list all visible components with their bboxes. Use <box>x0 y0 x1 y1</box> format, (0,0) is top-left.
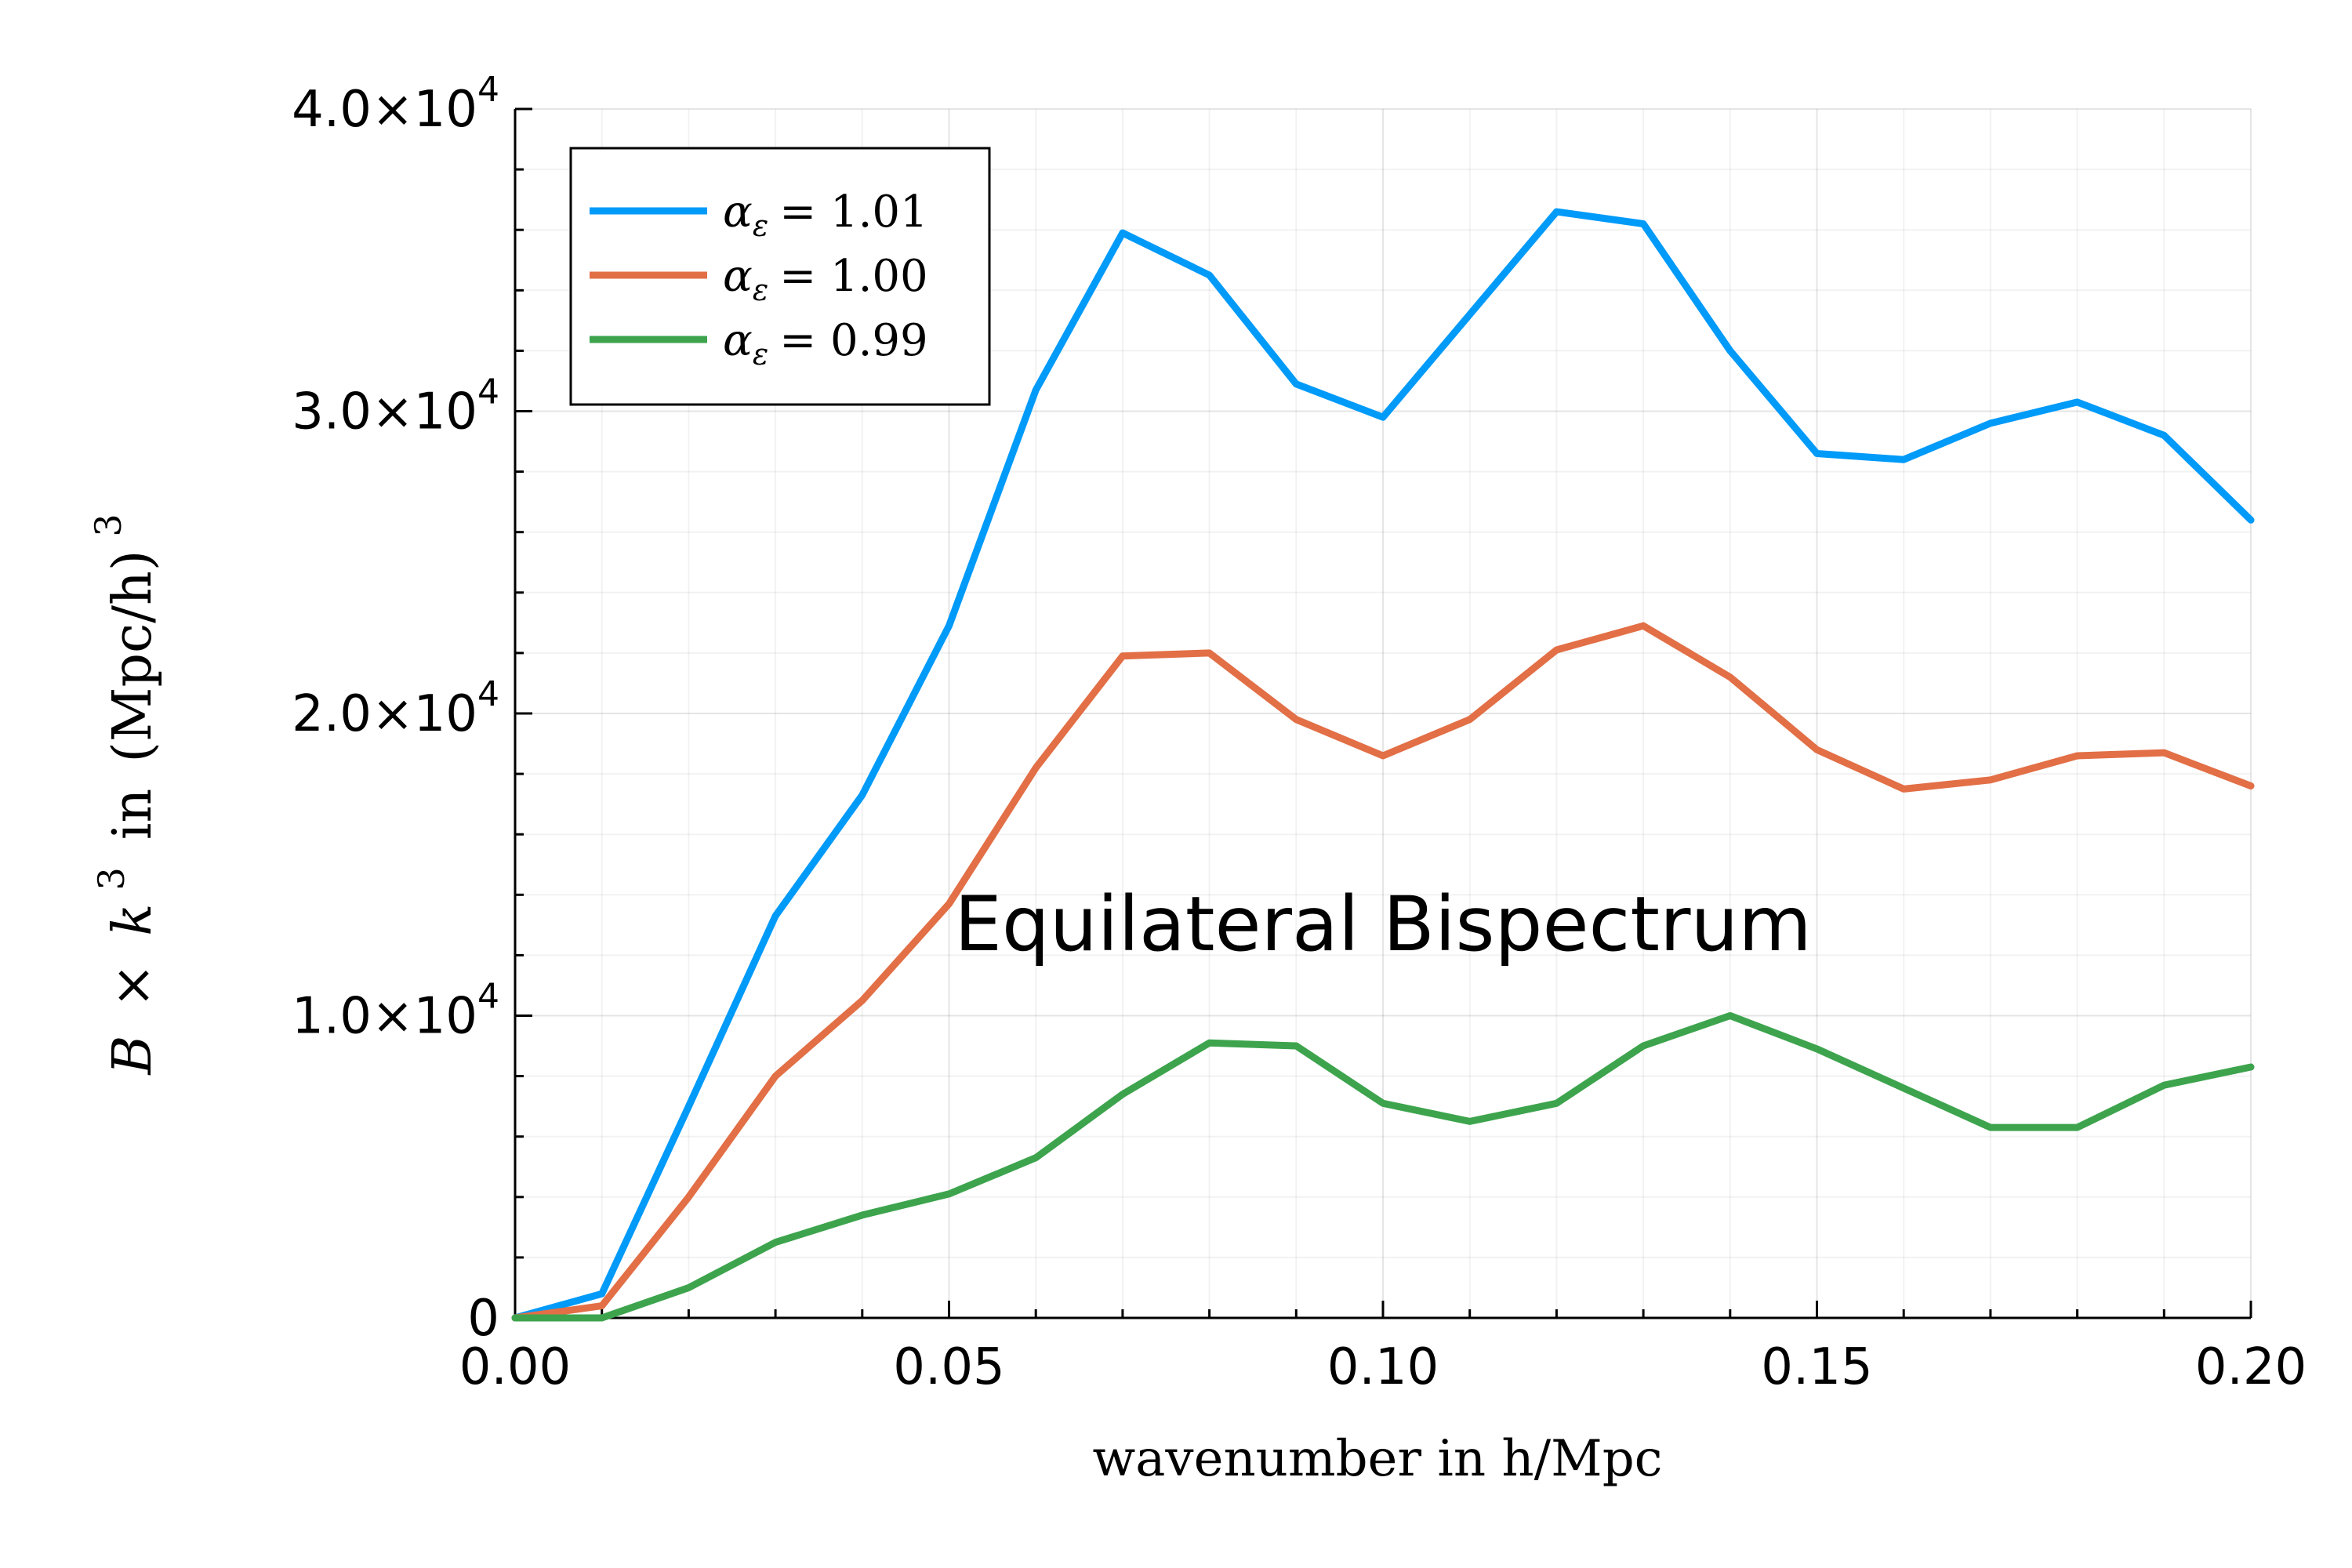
y-tick-label: 2.0×104 <box>292 674 499 743</box>
y-label-b: B <box>102 1036 164 1076</box>
legend-alpha: α <box>723 187 753 238</box>
y-label-times: × <box>102 964 164 1008</box>
legend-epsilon: ε <box>753 337 768 372</box>
x-tick-label: 0.00 <box>459 1338 572 1396</box>
axes <box>514 107 2252 1319</box>
legend-label-3: αε = 0.99 <box>723 315 928 372</box>
y-tick-exponent: 4 <box>477 70 499 110</box>
series-line-1 <box>511 208 2255 1322</box>
y-tick-label: 4.0×104 <box>292 70 499 139</box>
y-tick-mantissa: 2.0×10 <box>292 685 477 743</box>
legend-epsilon: ε <box>753 273 768 307</box>
series-line-3 <box>511 1012 2255 1322</box>
y-label-unit-exponent: 3 <box>87 514 129 536</box>
y-tick-mantissa: 0 <box>467 1290 499 1348</box>
x-axis-label: wavenumber in h/Mpc <box>1092 1430 1662 1488</box>
legend-alpha: α <box>723 251 753 302</box>
legend-label-1: αε = 1.01 <box>723 187 928 243</box>
y-tick-mantissa: 3.0×10 <box>292 383 477 441</box>
x-tick-label: 0.05 <box>893 1338 1005 1396</box>
y-tick-exponent: 4 <box>477 674 499 714</box>
series-lines <box>511 208 2255 1322</box>
y-tick-label: 3.0×104 <box>292 372 499 441</box>
x-ticks: 0.00 0.05 0.10 0.15 0.20 <box>459 1338 2307 1396</box>
y-tick-mantissa: 4.0×10 <box>292 81 477 139</box>
y-axis-label: B × k 3 in (Mpc/h) 3 <box>76 514 164 1076</box>
y-label-k-exponent: 3 <box>90 867 132 890</box>
annotation: Equilateral Bispectrum <box>954 880 1812 968</box>
legend-epsilon: ε <box>753 209 768 243</box>
series-line-2 <box>511 622 2255 1322</box>
y-label-in: in <box>102 789 164 840</box>
x-tick-label: 0.15 <box>1761 1338 1873 1396</box>
y-tick-label: 0 <box>467 1290 499 1348</box>
legend-value: = 1.01 <box>779 187 927 238</box>
y-tick-label: 1.0×104 <box>292 977 499 1046</box>
y-label-unit: (Mpc/h) <box>102 550 164 763</box>
x-tick-label: 0.20 <box>2195 1338 2307 1396</box>
y-tick-exponent: 4 <box>477 372 499 412</box>
x-tick-label: 0.10 <box>1327 1338 1439 1396</box>
legend-value: = 1.00 <box>779 251 927 302</box>
y-label-k: k <box>102 903 164 935</box>
grid <box>514 108 2252 1319</box>
legend-value: = 0.99 <box>779 315 927 366</box>
legend-label-2: αε = 1.00 <box>723 251 928 307</box>
legend-alpha: α <box>723 315 753 366</box>
y-tick-mantissa: 1.0×10 <box>292 988 477 1046</box>
y-tick-exponent: 4 <box>477 977 499 1017</box>
